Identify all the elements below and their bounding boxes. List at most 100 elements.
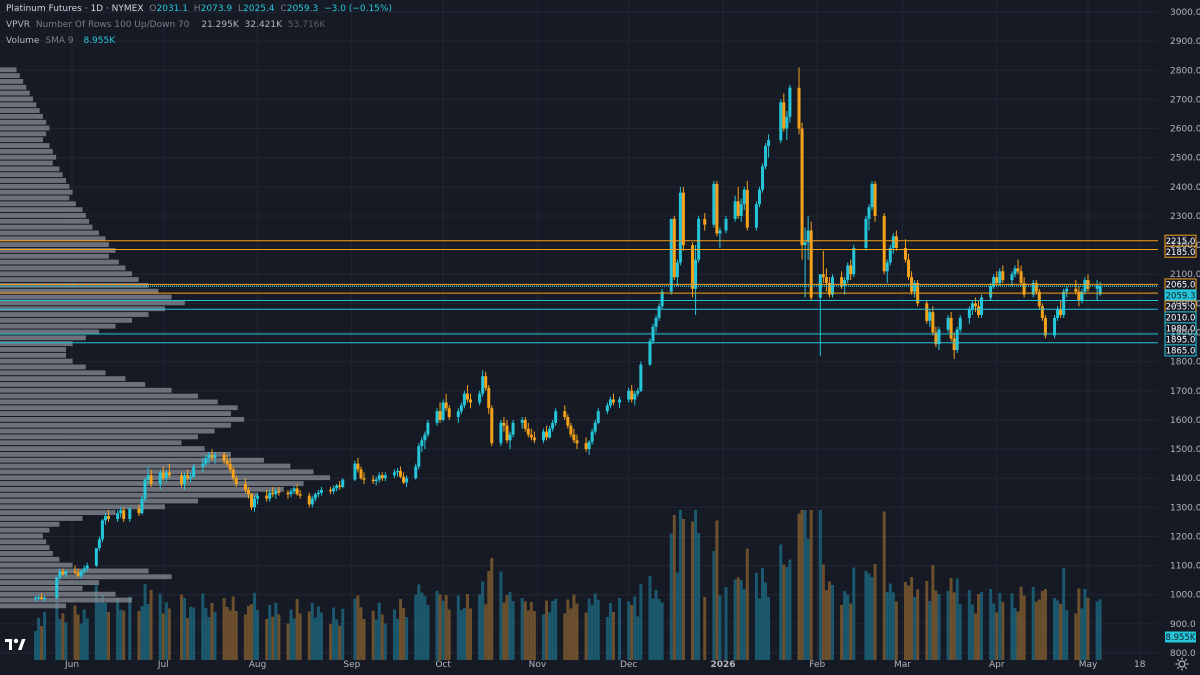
volume-bar	[1031, 587, 1035, 660]
volume-profile-row	[0, 486, 284, 492]
volume-legend[interactable]: Volume SMA 9 8.955K	[6, 36, 118, 46]
volume-bar	[739, 580, 743, 660]
volume-bar	[520, 598, 524, 660]
volume-profile-row	[0, 125, 50, 131]
candle-body	[204, 457, 208, 464]
candle-body	[694, 259, 698, 289]
candle-body	[234, 478, 238, 485]
candle-body	[657, 306, 661, 318]
volume-profile-row	[0, 224, 93, 230]
volume-bar	[225, 607, 229, 660]
candle-body	[715, 183, 719, 234]
candle-body	[1001, 271, 1005, 281]
volume-bar	[596, 599, 600, 660]
price-tick-label: 2500.0	[1170, 154, 1200, 164]
price-tick-label: 2400.0	[1170, 183, 1200, 193]
volume-bar	[593, 593, 597, 660]
volume-profile-row	[0, 364, 86, 370]
tradingview-logo-icon[interactable]	[4, 636, 26, 656]
volume-bar	[800, 510, 804, 660]
gear-icon[interactable]	[1175, 656, 1189, 671]
candle-body	[821, 274, 825, 278]
candle-body	[149, 475, 153, 485]
volume-name[interactable]: Volume	[6, 36, 40, 46]
candle-body	[611, 399, 615, 403]
candle-body	[1074, 288, 1078, 292]
volume-bar	[575, 603, 579, 660]
price-tick-label: 1600.0	[1170, 416, 1200, 426]
candle-body	[843, 280, 847, 286]
vpvr-legend[interactable]: VPVR Number Of Rows 100 Up/Down 70 21.29…	[6, 20, 328, 30]
volume-profile-row	[0, 90, 30, 96]
candle-body	[417, 446, 421, 467]
volume-bar	[797, 513, 801, 660]
candle-body	[992, 277, 996, 286]
volume-profile-row	[0, 207, 83, 213]
price-tick-label: 2600.0	[1170, 125, 1200, 135]
candle-body	[739, 204, 743, 216]
candle-body	[201, 463, 205, 467]
volume-bar	[651, 598, 655, 660]
symbol-title[interactable]: Platinum Futures · 1D · NYMEX	[6, 4, 144, 14]
candle-body	[362, 478, 366, 480]
price-tick-label: 2300.0	[1170, 212, 1200, 222]
candle-body	[691, 245, 695, 289]
candle-body	[949, 317, 953, 339]
volume-bar	[852, 567, 856, 660]
volume-bar	[1040, 591, 1044, 660]
volume-profile-row	[0, 504, 165, 510]
candle-body	[447, 408, 451, 417]
candle-body	[487, 387, 491, 409]
candle-body	[736, 201, 740, 216]
volume-bar	[754, 573, 758, 660]
volume-profile-row	[0, 248, 116, 253]
volume-profile-row	[0, 143, 50, 148]
candle-body	[82, 568, 86, 572]
candle-body	[97, 539, 101, 549]
candle-body	[377, 475, 381, 480]
volume-bar	[955, 578, 959, 660]
ohlc-close: C2059.3	[280, 4, 319, 14]
volume-bar	[934, 590, 938, 660]
candle-body	[490, 408, 494, 444]
candle-body	[541, 431, 545, 441]
level-tag-label: 2185.0	[1166, 248, 1196, 258]
volume-bar	[849, 603, 853, 660]
candle-body	[85, 565, 89, 569]
price-tick-label: 2200.0	[1170, 241, 1200, 251]
volume-profile-row	[0, 358, 73, 364]
vpvr-name[interactable]: VPVR	[6, 20, 30, 30]
volume-bar	[426, 605, 430, 660]
volume-bar	[925, 581, 929, 660]
candle-body	[520, 419, 524, 423]
volume-bar	[548, 612, 552, 660]
candle-body	[989, 285, 993, 298]
candle-body	[882, 215, 886, 272]
candle-body	[332, 488, 336, 492]
candle-body	[143, 479, 147, 499]
candle-body	[58, 571, 62, 578]
candle-body	[724, 218, 728, 231]
volume-profile-row	[0, 236, 106, 242]
volume-bar	[441, 600, 445, 660]
volume-bar	[563, 613, 567, 660]
volume-profile-row	[0, 183, 70, 189]
volume-bar	[554, 599, 558, 660]
candle-body	[33, 597, 37, 600]
candle-body	[569, 425, 573, 435]
volume-profile-row	[0, 259, 119, 265]
time-axis[interactable]: Jun Jul Aug Sep Oct Nov Dec 2026 Feb Mar Apr May 18	[64, 660, 1146, 670]
candle-body	[180, 475, 184, 485]
candle-body	[1031, 282, 1035, 295]
volume-bar	[307, 611, 311, 660]
candle-body	[636, 390, 640, 394]
symbol-legend[interactable]: Platinum Futures · 1D · NYMEX O2031.1 H2…	[6, 4, 395, 14]
candle-body	[630, 390, 634, 400]
candle-body	[1080, 291, 1084, 301]
volume-bar	[818, 510, 822, 660]
price-axis[interactable]: 800.0 900.0 1000.0 1100.0 1200.0 1300.0 1400.0…	[1165, 8, 1200, 659]
volume-profile-row	[0, 172, 63, 178]
volume-bar	[192, 607, 196, 660]
